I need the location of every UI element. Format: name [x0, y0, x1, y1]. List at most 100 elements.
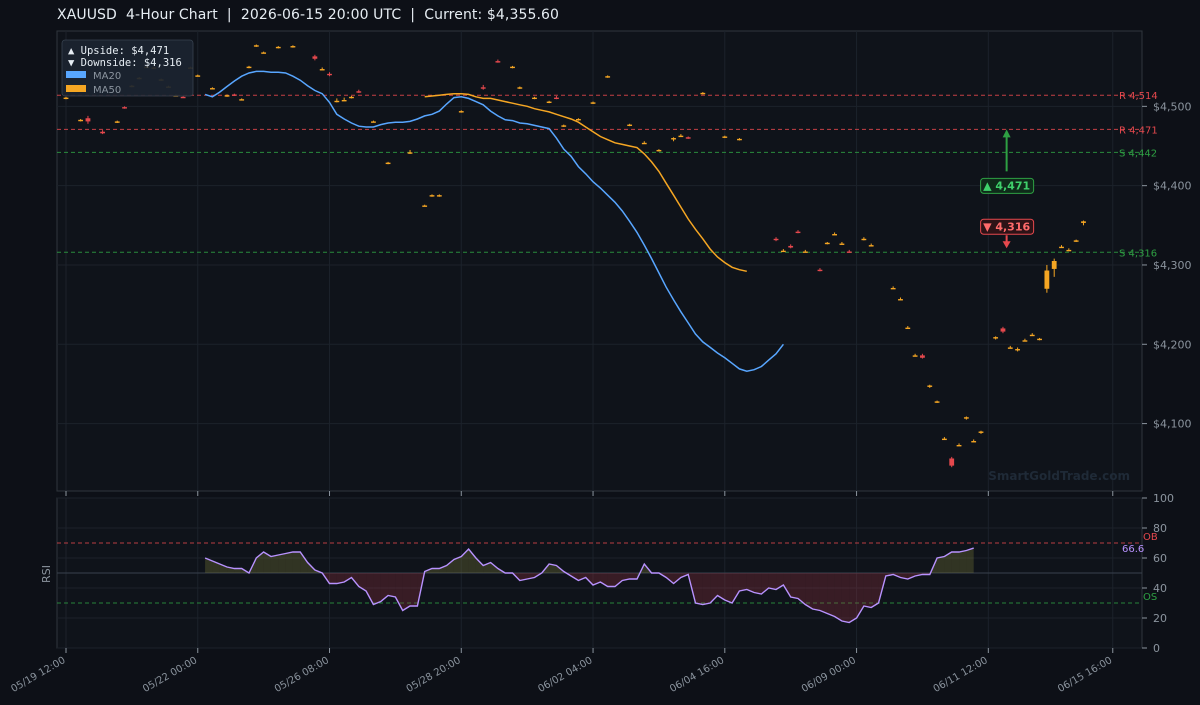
candle-body — [1000, 328, 1006, 332]
candle-body — [576, 119, 581, 121]
rsi-axis-label: RSI — [40, 565, 53, 583]
downside-arrow-head — [1002, 241, 1011, 249]
candle-body — [436, 195, 442, 197]
candle-body — [407, 152, 413, 154]
candle-body — [224, 95, 230, 97]
rsi-fill — [388, 573, 396, 597]
rsi-fill — [702, 573, 711, 605]
xtick-label: 05/28 20:00 — [405, 655, 463, 695]
candle-body — [290, 46, 296, 48]
candle-body — [678, 135, 684, 138]
rsi-line — [204, 547, 974, 624]
candle-body — [546, 101, 552, 103]
candle-body — [780, 250, 786, 253]
candle-body — [956, 445, 962, 447]
candle-body — [1029, 334, 1035, 337]
candle-body — [737, 138, 742, 141]
upside-target-box — [980, 177, 1035, 194]
candle-body — [554, 97, 559, 100]
candle-body — [817, 269, 823, 272]
candle-body — [1066, 249, 1072, 252]
candle-body — [334, 100, 340, 103]
rsi-fill — [395, 573, 403, 611]
rsi-fill — [732, 573, 740, 603]
rsi-fill — [270, 555, 279, 573]
candle-body — [971, 441, 977, 443]
rsi-fill — [344, 573, 352, 582]
candle-body — [480, 87, 486, 89]
candle-body — [1051, 261, 1057, 269]
rsi-fill — [695, 573, 703, 605]
rsi-fill — [607, 573, 615, 587]
candle-body — [868, 245, 874, 247]
candle-body — [641, 142, 647, 145]
rsi-fill — [446, 559, 454, 573]
candle-body — [934, 401, 940, 403]
candle-body — [1007, 347, 1013, 349]
rsi-fill — [402, 573, 411, 611]
rsi-fill — [754, 573, 762, 594]
rsi-fill — [673, 573, 681, 584]
rsi-fill — [263, 552, 271, 573]
candle-body — [861, 238, 867, 241]
price-ytick-label: $4,400 — [1153, 180, 1192, 193]
rsi-fill — [629, 573, 637, 579]
rsi-fill — [768, 573, 777, 590]
rsi-fill — [519, 573, 528, 581]
candle-body — [898, 299, 903, 301]
candle-body — [231, 94, 237, 96]
ma20-swatch — [66, 71, 86, 78]
rsi-fill — [278, 553, 286, 573]
rsi-fill — [585, 573, 594, 585]
rsi-fill — [739, 573, 747, 591]
ma50-swatch — [66, 85, 86, 92]
rsi-fill — [285, 552, 293, 573]
rsi-fill — [358, 573, 367, 591]
candle-body — [832, 234, 837, 236]
candle-body — [422, 205, 428, 207]
rsi-fill — [578, 573, 586, 581]
candle-body — [561, 125, 567, 127]
legend-ma50: MA50 — [93, 85, 121, 96]
moving-averages-layer — [204, 70, 784, 372]
rsi-fill — [593, 573, 601, 585]
rsi-fill — [710, 573, 718, 603]
rsi-fill — [856, 573, 864, 618]
candle-body — [385, 162, 391, 165]
candle-body — [1081, 221, 1086, 223]
watermark: SmartGoldTrade.com — [988, 469, 1130, 483]
candle-body — [700, 92, 706, 95]
rsi-fill — [205, 558, 213, 573]
rsi-fill — [666, 573, 674, 584]
upside-arrow-head — [1002, 129, 1011, 138]
level-label: S 4,442 — [1119, 148, 1157, 159]
xtick-label: 06/02 04:00 — [536, 655, 594, 695]
levels-layer: R 4,514 R 4,471 S 4,442 S 4,316 — [57, 91, 1158, 259]
candle-body — [495, 61, 501, 63]
candle-body — [846, 251, 852, 253]
rsi-fill — [410, 573, 418, 606]
candle-body — [239, 99, 245, 101]
xtick-label: 06/04 16:00 — [668, 655, 726, 695]
xtick-label: 05/22 00:00 — [141, 655, 199, 695]
candle-body — [824, 242, 830, 245]
rsi-ob-label: OB — [1143, 532, 1158, 543]
chart-title: XAUUSD 4-Hour Chart | 2026-06-15 20:00 U… — [57, 7, 560, 23]
rsi-layer: OB OS 66.6 — [57, 532, 1158, 624]
candle-body — [510, 66, 515, 69]
candle-body — [773, 238, 779, 241]
rsi-fill — [475, 558, 484, 573]
candle-body — [1022, 340, 1028, 342]
level-label: R 4,514 — [1119, 91, 1158, 102]
candle-body — [85, 118, 91, 122]
candle-body — [890, 287, 896, 290]
price-ytick-label: $4,500 — [1153, 100, 1192, 113]
candle-body — [722, 136, 728, 138]
candle-body — [978, 431, 984, 433]
xtick-label: 06/09 00:00 — [800, 655, 858, 695]
candle-body — [532, 97, 537, 100]
candle-body — [905, 327, 911, 330]
candle-body — [100, 131, 105, 134]
rsi-fill — [432, 568, 440, 573]
